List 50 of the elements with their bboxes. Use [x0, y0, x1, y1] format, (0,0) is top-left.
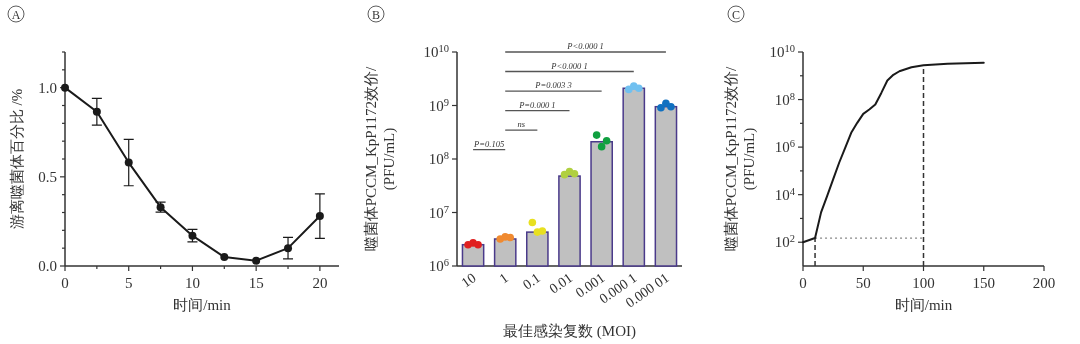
text: P<0.000 1 — [566, 41, 604, 51]
y-tick-label: 10$^{10}$ — [769, 42, 795, 60]
x-tick-label: 15 — [248, 275, 264, 291]
point — [92, 107, 101, 116]
point — [220, 253, 229, 262]
line-series — [802, 61, 985, 244]
chart-title: C — [731, 7, 741, 22]
annotation: P=0.000 1 — [518, 99, 556, 110]
point — [315, 212, 324, 221]
y-axis-title: 游离噬菌体百分比 /% — [9, 88, 25, 230]
y-tick-label: 10$^{8}$ — [774, 90, 795, 108]
y-tick-label: 10$^{7}$ — [428, 203, 449, 221]
annotation: ns — [517, 119, 526, 130]
y-tick-label: 10$^{6}$ — [428, 256, 449, 274]
x-tick-label: 50 — [855, 275, 871, 291]
x-tick-label: 100 — [912, 275, 935, 291]
x-tick-label: 1 — [496, 270, 511, 287]
point — [284, 244, 293, 253]
y-axis-title: 噬菌体PCCM_KpP1172效价/ (PFU/mL) — [363, 65, 398, 252]
y-axis-title: 噬菌体PCCM_KpP1172效价/ (PFU/mL) — [723, 65, 758, 252]
y-tick-label: 10$^{9}$ — [428, 96, 449, 114]
x-tick-label: 0.1 — [520, 270, 544, 293]
x-axis-title: 时间/min — [173, 297, 232, 313]
y-tick-label: 1.0 — [38, 79, 57, 96]
point — [61, 83, 69, 92]
annotation: P=0.105 — [473, 138, 505, 149]
y-tick-label: 10$^{8}$ — [428, 149, 449, 167]
y-tick-label: 10$^{6}$ — [774, 137, 795, 156]
y-tick-label: 0.0 — [38, 258, 57, 274]
x-tick-label: 0 — [61, 275, 69, 291]
x-tick-label: 20 — [312, 275, 328, 291]
chart-title: A — [11, 7, 21, 22]
y-tick-label: 10$^{2}$ — [774, 232, 795, 251]
annotation: P=0.003 3 — [534, 80, 572, 91]
x-tick-label: 0.01 — [546, 270, 576, 297]
chart-title: B — [371, 7, 381, 22]
point — [252, 256, 261, 265]
y-tick-label: 10$^{10}$ — [423, 42, 449, 60]
x-tick-label: 150 — [972, 275, 995, 291]
point — [124, 158, 133, 167]
x-tick-label: 10 — [458, 270, 479, 291]
y-tick-label: 10$^{4}$ — [774, 185, 796, 203]
x-axis-title: 时间/min — [894, 297, 953, 313]
x-axis-title: 最佳感染复数 (MOI) — [503, 323, 636, 340]
x-tick-label: 10 — [184, 275, 200, 291]
annotation: P<0.000 1 — [550, 60, 588, 71]
x-tick-label: 5 — [124, 275, 133, 291]
y-tick-label: 0.5 — [38, 168, 57, 185]
x-tick-label: 0 — [799, 275, 807, 291]
x-tick-label: 200 — [1032, 275, 1056, 291]
